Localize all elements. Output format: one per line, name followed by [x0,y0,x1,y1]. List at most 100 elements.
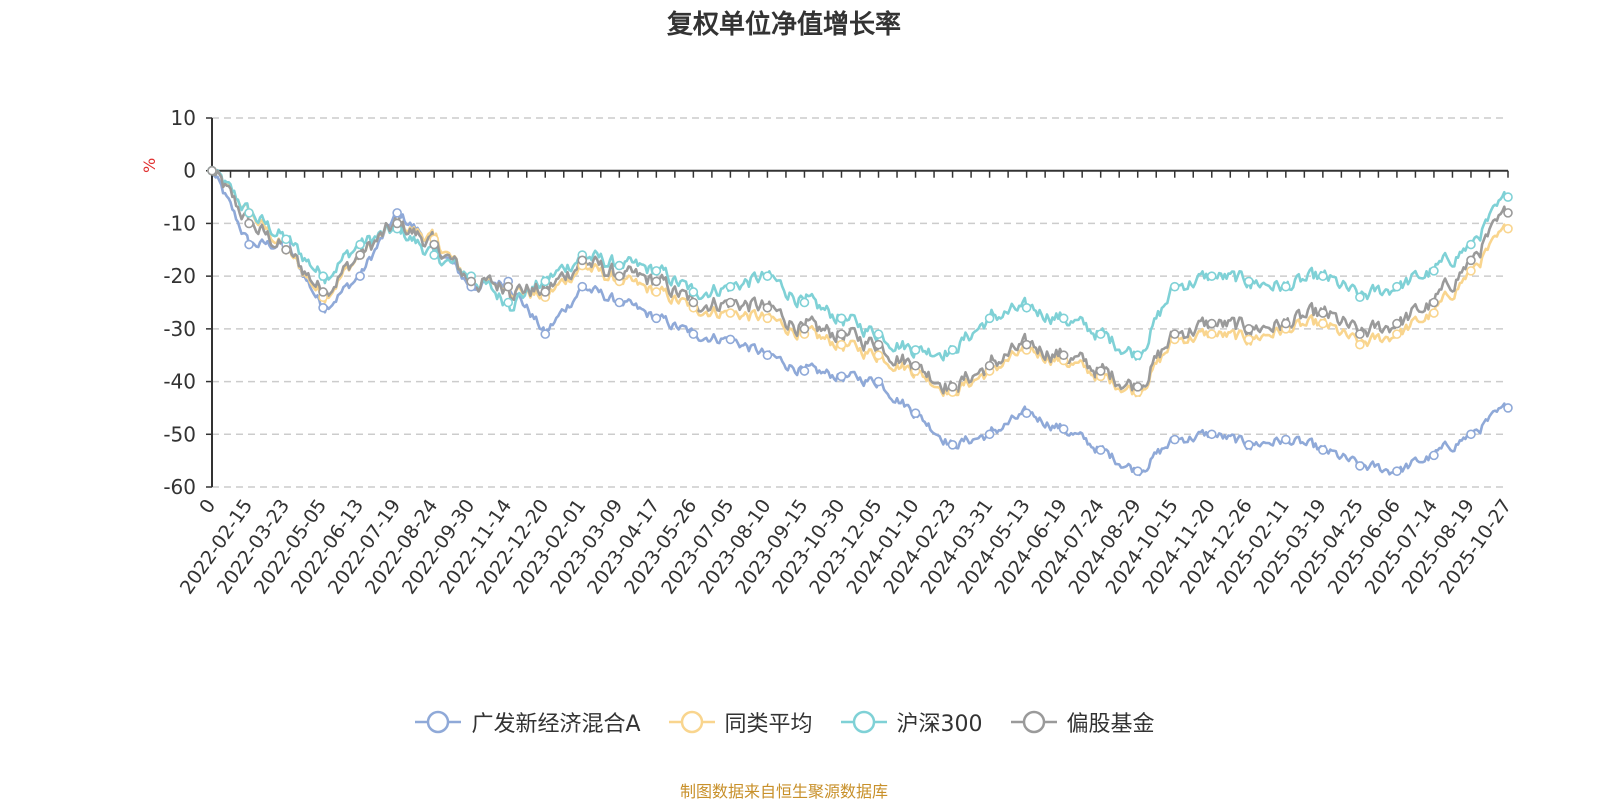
data-point [429,239,439,250]
data-point [577,281,588,292]
data-point [762,271,773,281]
data-point [651,287,662,297]
data-point [1058,313,1069,324]
legend: 广发新经济混合A 同类平均 沪深300 偏股基金 [0,706,1568,738]
data-point [1206,329,1217,339]
data-point [1095,366,1106,376]
series-lines [210,168,1510,477]
data-point [1021,408,1032,419]
legend-label: 广发新经济混合A [471,712,641,737]
data-point [318,287,328,297]
data-point [1392,329,1402,339]
data-point [392,218,402,229]
data-point [540,276,551,287]
y-tick-label: -10 [163,211,196,235]
data-point [1132,382,1143,392]
data-point [281,234,291,245]
data-point [1318,308,1328,318]
data-point [873,350,884,361]
data-point [1466,255,1476,266]
data-point [614,297,625,308]
y-tick-label: -40 [163,370,196,394]
y-tick-label: -30 [163,317,196,341]
series-line-1 [210,169,1510,398]
data-point [688,329,699,339]
legend-item[interactable]: 广发新经济混合A [413,706,641,738]
data-point [1392,318,1402,329]
y-tick-label: -50 [163,422,196,446]
data-point [762,313,773,324]
data-point [836,371,847,382]
tick-labels: 100-10-20-30-40-50-60%02022-02-152022-03… [140,106,1516,598]
data-point [836,329,847,339]
legend-item[interactable]: 沪深300 [839,706,983,738]
data-point [1503,208,1513,218]
data-point [836,339,847,350]
data-point [614,271,625,281]
series-markers [207,165,1513,476]
data-point [799,297,810,308]
data-point [873,376,884,387]
data-point [1503,403,1513,413]
data-point [1503,223,1513,234]
data-point [1244,324,1254,334]
data-point [1392,466,1402,476]
data-point [1466,239,1476,250]
data-point [1206,429,1217,440]
grid-lines [212,117,1508,488]
data-point [873,339,884,350]
series-line-2 [210,168,1510,362]
data-point [318,302,328,313]
data-point [910,360,921,371]
data-point [1355,461,1365,471]
axes [206,117,1509,488]
data-point [947,440,958,450]
data-point [910,408,921,419]
data-point [318,271,328,281]
data-point [503,281,514,292]
data-point [244,218,254,229]
data-point [1429,297,1439,308]
y-tick-label: 10 [171,106,196,130]
data-point [725,334,736,345]
data-point [1466,429,1476,440]
data-point [1355,329,1365,339]
legend-label: 同类平均 [724,712,813,737]
data-point [577,255,588,266]
data-point [984,360,995,371]
y-axis-unit: % [140,158,159,173]
data-point [1132,350,1143,361]
data-point [355,271,365,281]
data-point [1429,266,1439,276]
data-point [503,297,514,308]
y-tick-label: 0 [183,159,196,183]
data-point [1021,302,1032,313]
data-point [1318,318,1328,329]
data-point [429,250,439,260]
data-point [1392,281,1402,292]
data-point [355,239,365,250]
data-point [207,165,217,176]
data-point [762,302,773,313]
source-note: 制图数据来自恒生聚源数据库 [679,782,888,801]
legend-line-circle-icon [668,710,715,734]
legend-line-circle-icon [1010,710,1057,734]
data-point [725,281,736,292]
data-point [947,382,958,392]
x-tick-label: 0 [195,495,220,518]
data-point [1429,308,1439,318]
legend-item[interactable]: 同类平均 [667,706,813,738]
data-point [651,313,662,324]
data-point [1169,329,1180,339]
series-line-3 [210,169,1510,395]
legend-line-circle-icon [415,710,462,734]
data-point [244,239,254,250]
legend-item[interactable]: 偏股基金 [1009,706,1155,738]
data-point [1281,281,1291,292]
data-point [1095,445,1106,455]
data-point [1503,192,1513,202]
data-point [614,260,625,271]
data-point [762,350,773,361]
data-point [1429,450,1439,461]
